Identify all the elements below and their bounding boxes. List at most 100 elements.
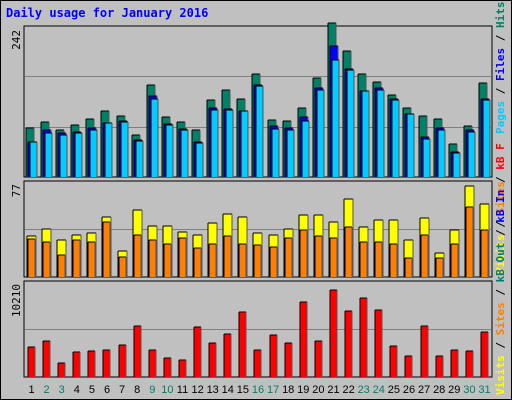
panel-3-legend-separator: /: [494, 223, 507, 243]
x-axis-day-label: 3: [59, 384, 65, 396]
sites-bar: [405, 258, 412, 277]
x-axis-day-label: 25: [388, 384, 400, 396]
x-axis-day-label: 20: [312, 384, 324, 396]
sites-bar: [466, 207, 473, 277]
kbf-bar: [209, 343, 216, 377]
kbf-bar: [451, 350, 458, 377]
x-axis-day-label: 21: [327, 384, 339, 396]
x-axis-day-label: 19: [297, 384, 309, 396]
panel-1-legend-item: Pages: [494, 101, 507, 134]
kbf-bar: [149, 350, 156, 377]
kbf-bar: [270, 335, 277, 377]
x-axis-day-label: 11: [177, 384, 188, 396]
panel-3-legend-item: Sites: [494, 302, 507, 335]
pages-bar: [302, 121, 309, 177]
x-axis-day-label: 17: [267, 384, 279, 396]
sites-bar: [330, 238, 337, 277]
panel-3-ytick-label: 10210: [10, 284, 23, 317]
panel-3-legend-item: kB In: [494, 190, 507, 223]
sites-bar: [194, 248, 201, 277]
kbf-bar: [134, 326, 141, 377]
kbf-bar: [28, 347, 35, 377]
sites-bar: [88, 242, 95, 277]
pages-bar: [90, 130, 97, 177]
sites-bar: [360, 242, 367, 277]
sites-bar: [43, 242, 50, 277]
kbf-bar: [436, 356, 443, 377]
kbf-bar: [375, 310, 382, 377]
sites-bar: [254, 245, 261, 277]
sites-bar: [149, 240, 156, 277]
x-axis-day-label: 7: [119, 384, 125, 396]
sites-bar: [421, 235, 428, 277]
kbf-bar: [58, 363, 65, 377]
sites-bar: [224, 236, 231, 277]
panel-3-legend: Visits / Sites / kB Out / kB In / kB F: [494, 143, 507, 395]
x-axis-day-label: 18: [282, 384, 294, 396]
kbf-bar: [390, 346, 397, 377]
panel-2-legend: Visits / Sites: [494, 181, 507, 274]
kbf-bar: [119, 345, 126, 377]
kbf-bar: [73, 352, 80, 377]
pages-bar: [166, 125, 173, 177]
x-axis-day-label: 2: [44, 384, 50, 396]
kbf-bar: [481, 332, 488, 377]
x-axis-day-label: 13: [207, 384, 219, 396]
sites-bar: [73, 240, 80, 277]
sites-bar: [270, 247, 277, 277]
kbf-bar: [405, 356, 412, 377]
x-axis-day-label: 30: [463, 384, 475, 396]
pages-bar: [226, 110, 233, 177]
pages-bar: [181, 130, 188, 177]
pages-bar: [241, 111, 248, 177]
x-axis-day-label: 24: [373, 384, 385, 396]
pages-bar: [407, 114, 414, 177]
kbf-bar: [224, 334, 231, 377]
sites-bar: [451, 244, 458, 277]
sites-bar: [103, 222, 110, 277]
x-axis-day-label: 22: [342, 384, 354, 396]
panel-3-legend-item: kB Out: [494, 243, 507, 283]
sites-bar: [239, 244, 246, 277]
x-axis-day-label: 8: [134, 384, 140, 396]
pages-bar: [105, 123, 112, 177]
panel-1-legend-separator: /: [494, 81, 507, 101]
pages-bar: [287, 130, 294, 177]
panel-2-ytick-label: 77: [10, 184, 23, 197]
pages-bar: [272, 129, 279, 177]
sites-bar: [28, 239, 35, 277]
kbf-bar: [285, 343, 292, 377]
kbf-bar: [179, 360, 186, 377]
panel-3-legend-separator: /: [494, 170, 507, 190]
kbf-bar: [88, 351, 95, 377]
sites-bar: [209, 244, 216, 277]
sites-bar: [119, 257, 126, 277]
kbf-bar: [194, 327, 201, 377]
panel-2-legend-item: Sites: [494, 181, 507, 214]
x-axis-day-label: 10: [161, 384, 173, 396]
panel-1-legend-separator: /: [494, 28, 507, 48]
pages-bar: [468, 132, 475, 177]
sites-bar: [375, 242, 382, 277]
panel-3-legend-item: kB F: [494, 143, 507, 170]
kbf-bar: [466, 351, 473, 377]
kbf-bar: [103, 350, 110, 377]
pages-bar: [362, 91, 369, 177]
pages-bar: [317, 90, 324, 177]
pages-bar: [196, 143, 203, 177]
pages-bar: [136, 141, 143, 177]
panel-3-legend-item: Visits: [494, 355, 507, 395]
panel-1-legend-item: Files: [494, 48, 507, 81]
panel-2-legend-item: Visits: [494, 234, 507, 274]
sites-bar: [58, 255, 65, 277]
kbf-bar: [330, 290, 337, 377]
pages-bar: [438, 130, 445, 177]
kbf-bar: [300, 302, 307, 377]
x-axis-day-label: 12: [191, 384, 203, 396]
sites-bar: [300, 230, 307, 277]
pages-bar: [151, 99, 158, 177]
panel-1-legend-item: Hits: [494, 2, 507, 29]
pages-bar: [256, 86, 263, 177]
pages-bar: [60, 135, 67, 177]
